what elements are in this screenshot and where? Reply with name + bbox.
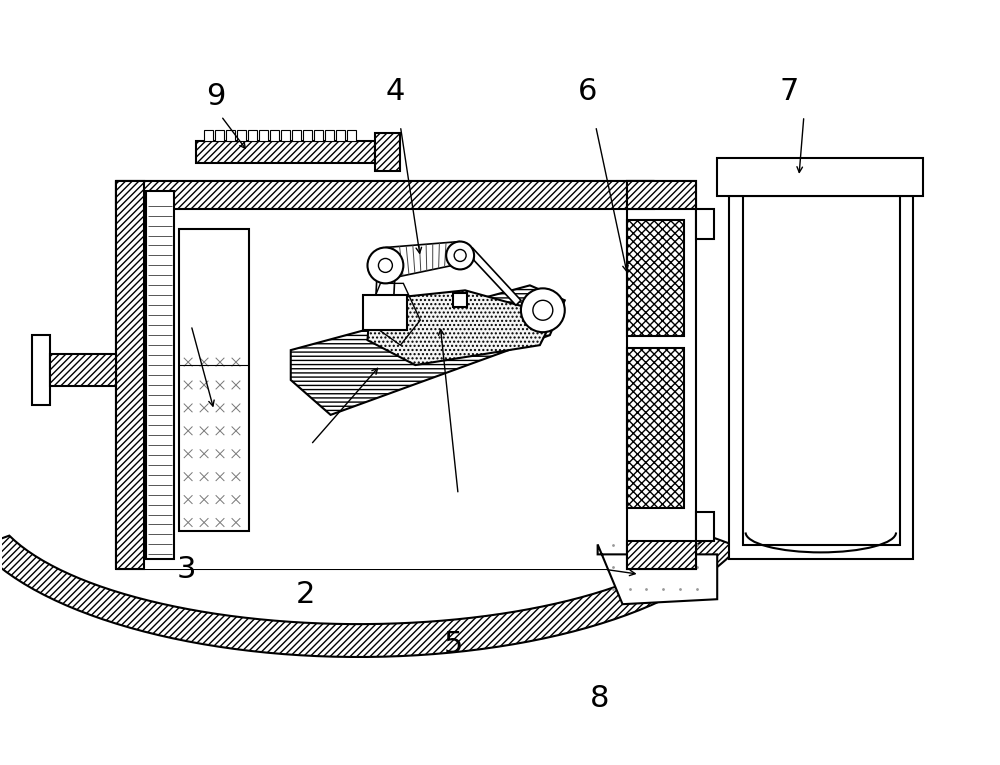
Bar [303, 130, 312, 141]
Text: 7: 7 [779, 76, 799, 106]
Bar [453, 293, 467, 308]
Bar [314, 130, 323, 141]
Text: 6: 6 [578, 76, 597, 106]
Bar [146, 190, 174, 559]
Bar [116, 181, 144, 569]
Bar [196, 141, 375, 163]
Circle shape [446, 242, 474, 269]
Circle shape [533, 301, 553, 321]
Polygon shape [598, 545, 717, 604]
Bar [696, 209, 714, 239]
Bar [627, 181, 696, 209]
Bar [215, 130, 224, 141]
Bar [270, 130, 279, 141]
Bar [696, 512, 714, 542]
Circle shape [367, 248, 403, 283]
Bar [363, 295, 407, 330]
Bar [144, 209, 654, 569]
Text: 9: 9 [206, 82, 226, 111]
Bar [237, 130, 246, 141]
Text: 4: 4 [386, 76, 405, 106]
Polygon shape [375, 265, 395, 305]
Bar [627, 181, 696, 569]
Text: 8: 8 [590, 685, 609, 713]
Bar [325, 130, 334, 141]
Bar [259, 130, 268, 141]
Circle shape [521, 288, 565, 332]
Bar [336, 130, 345, 141]
Bar [292, 130, 301, 141]
Bar [743, 196, 900, 545]
Bar [179, 229, 249, 532]
Bar [627, 542, 696, 569]
Polygon shape [367, 291, 555, 365]
Bar [116, 181, 654, 209]
Text: 5: 5 [443, 630, 463, 659]
Circle shape [378, 259, 392, 272]
Bar [281, 130, 290, 141]
Bar [226, 130, 235, 141]
Text: 2: 2 [296, 580, 315, 609]
Bar [248, 130, 257, 141]
Bar [729, 196, 913, 559]
Polygon shape [291, 285, 565, 415]
Bar [50, 354, 116, 386]
Polygon shape [472, 248, 521, 305]
Bar [375, 133, 400, 171]
Bar [627, 348, 684, 508]
Bar [717, 158, 923, 196]
Bar [32, 335, 50, 405]
Circle shape [454, 249, 466, 262]
Text: 3: 3 [176, 555, 196, 584]
Bar [347, 130, 356, 141]
Bar [627, 220, 684, 337]
Bar [204, 130, 213, 141]
Polygon shape [0, 536, 739, 657]
